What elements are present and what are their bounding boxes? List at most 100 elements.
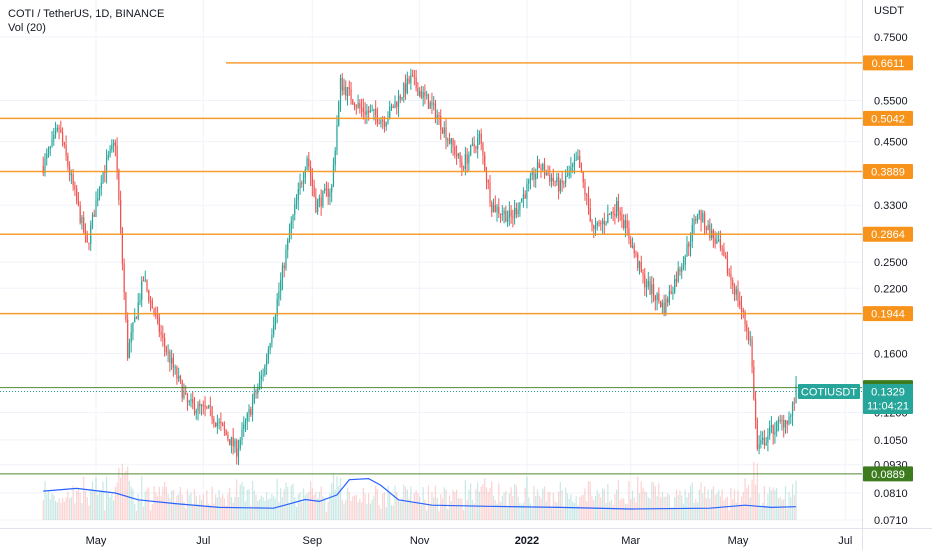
volume-bar — [111, 493, 113, 520]
volume-bar — [579, 497, 581, 520]
volume-bar — [209, 505, 211, 520]
volume-bar — [84, 490, 87, 520]
volume-bar — [127, 466, 129, 520]
candle-body — [718, 239, 720, 241]
volume-bar — [369, 503, 372, 520]
volume-bar — [130, 486, 132, 520]
volume-bar — [744, 478, 746, 520]
volume-bar — [499, 502, 502, 520]
volume-bar — [619, 500, 621, 520]
candle-body — [46, 153, 48, 159]
volume-bar — [83, 476, 85, 520]
volume-bar — [572, 501, 574, 520]
candle-body — [385, 122, 387, 127]
candle-body — [543, 163, 546, 175]
volume-bar — [155, 492, 157, 520]
candle-body — [464, 154, 466, 169]
candle-body — [91, 214, 94, 226]
volume-bar — [443, 487, 445, 520]
candle-body — [681, 267, 683, 272]
volume-bar — [153, 486, 155, 520]
volume-bar — [93, 489, 95, 520]
candle-body — [350, 88, 352, 100]
candle-body — [232, 437, 234, 447]
candle-body — [795, 384, 797, 404]
volume-bar — [250, 505, 252, 520]
volume-bar — [183, 501, 185, 520]
candle-body — [127, 319, 129, 358]
candle-body — [171, 357, 173, 364]
volume-bar — [681, 495, 683, 520]
candle-body — [767, 435, 769, 443]
volume-bar — [471, 499, 474, 520]
volume-bar — [468, 489, 470, 520]
volume-bar — [440, 494, 442, 520]
volume-bar — [586, 501, 588, 520]
volume-bar — [559, 482, 561, 520]
volume-bar — [411, 502, 414, 520]
candle-body — [100, 182, 102, 189]
candle-body — [65, 144, 67, 156]
volume-bar — [394, 485, 396, 520]
volume-bar — [459, 498, 461, 520]
volume-bar — [788, 491, 790, 520]
candle-body — [593, 225, 595, 229]
price-axis-tick-label: 0.3300 — [874, 200, 908, 212]
volume-bar — [285, 482, 287, 520]
volume-bar — [719, 496, 722, 520]
candle-body — [258, 379, 261, 388]
candle-body — [652, 284, 655, 296]
candle-body — [549, 174, 551, 182]
volume-bar — [610, 499, 612, 520]
candle-body — [63, 142, 65, 145]
candle-body — [317, 200, 319, 213]
volume-bar — [419, 496, 421, 520]
candle-body — [450, 138, 452, 144]
candle-body — [397, 95, 400, 108]
volume-bar — [353, 495, 356, 520]
time-axis-label: May — [86, 535, 107, 547]
volume-bar — [378, 504, 380, 520]
volume-bar — [624, 503, 627, 520]
candle-body — [515, 208, 517, 215]
symbol-title[interactable]: COTI / TetherUS, 1D, BINANCE — [8, 8, 165, 20]
candle-body — [223, 425, 226, 431]
candle-body — [413, 76, 415, 78]
volume-bar — [206, 490, 208, 520]
volume-bar — [698, 489, 700, 520]
candle-body — [76, 188, 78, 201]
volume-bar — [313, 495, 315, 520]
volume-bar — [707, 489, 709, 520]
volume-bar — [348, 491, 350, 520]
candle-body — [619, 211, 621, 215]
candle-body — [274, 315, 277, 326]
volume-bar — [630, 499, 632, 520]
volume-bar — [716, 493, 718, 520]
candle-body — [772, 425, 774, 435]
candle-body — [58, 127, 60, 130]
candle-body — [338, 101, 340, 126]
candle-body — [688, 243, 690, 247]
volume-bar — [368, 493, 370, 520]
volume-bar — [540, 498, 542, 520]
volume-indicator-label[interactable]: Vol (20) — [8, 22, 46, 34]
volume-bar — [297, 494, 299, 520]
volume-bar — [536, 489, 539, 520]
volume-bar — [565, 487, 567, 520]
candle-body — [49, 146, 51, 149]
volume-bar — [480, 486, 482, 520]
volume-bar — [526, 476, 528, 520]
volume-bar — [253, 490, 255, 520]
candle-body — [195, 410, 197, 414]
volume-bar — [772, 487, 774, 520]
horizontal-levels[interactable] — [0, 62, 862, 475]
candle-body — [754, 399, 757, 421]
time-axis-label: 2022 — [515, 535, 539, 547]
candle-body — [353, 104, 356, 107]
candle-body — [489, 182, 491, 203]
candle-body — [667, 298, 669, 303]
volume-bar — [128, 480, 131, 520]
volume-bar — [158, 486, 160, 520]
